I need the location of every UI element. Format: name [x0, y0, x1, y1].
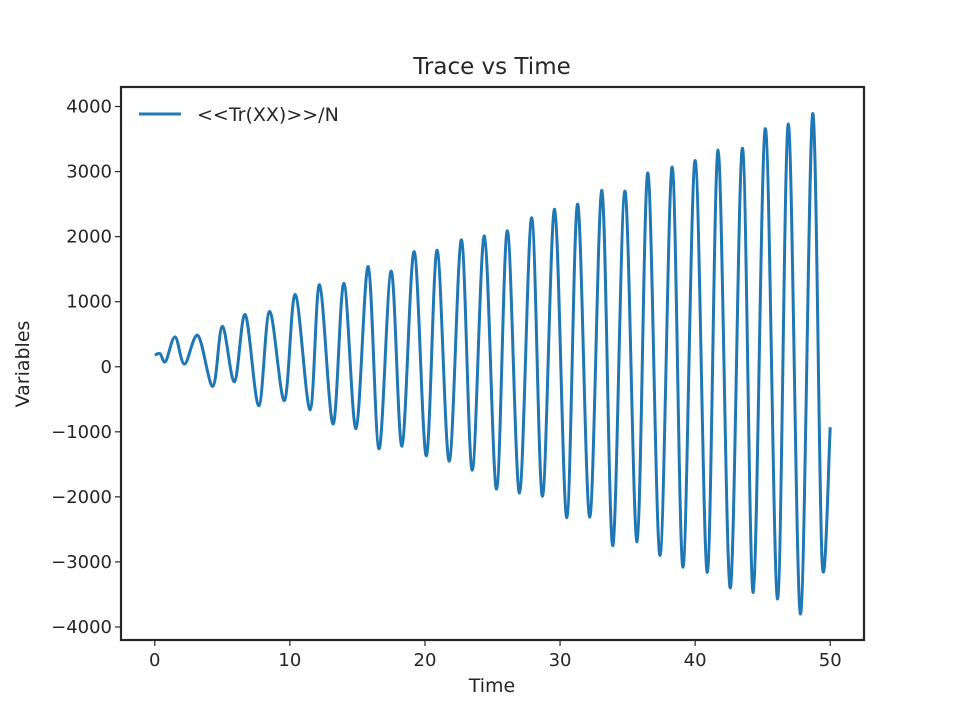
y-tick-label: 0 [101, 357, 112, 378]
x-tick-label: 30 [549, 650, 572, 671]
axes-frame [119, 85, 866, 642]
x-tick-label: 40 [684, 650, 707, 671]
y-tick-label: 1000 [66, 292, 112, 313]
x-tick-label: 50 [819, 650, 842, 671]
chart-title: Trace vs Time [412, 54, 571, 80]
legend: <<Tr(XX)>>/N [139, 104, 339, 126]
legend-label: <<Tr(XX)>>/N [197, 104, 339, 126]
x-tick-label: 20 [414, 650, 437, 671]
axis-ticks: 0 10 20 30 40 50 4000 3000 2000 1000 0 −1000 −2000 −3… [51, 97, 842, 671]
x-axis-label: Time [468, 675, 516, 697]
x-tick-label: 0 [149, 650, 160, 671]
plot-area [154, 112, 832, 616]
y-tick-label: −4000 [51, 617, 112, 638]
y-tick-label: 3000 [66, 162, 112, 183]
x-tick-label: 10 [278, 650, 301, 671]
y-tick-label: −3000 [51, 552, 112, 573]
series-line [154, 112, 832, 616]
y-tick-label: 4000 [66, 97, 112, 118]
y-axis-label: Variables [12, 321, 34, 408]
y-tick-label: 2000 [66, 227, 112, 248]
y-tick-label: −1000 [51, 422, 112, 443]
y-tick-label: −2000 [51, 487, 112, 508]
